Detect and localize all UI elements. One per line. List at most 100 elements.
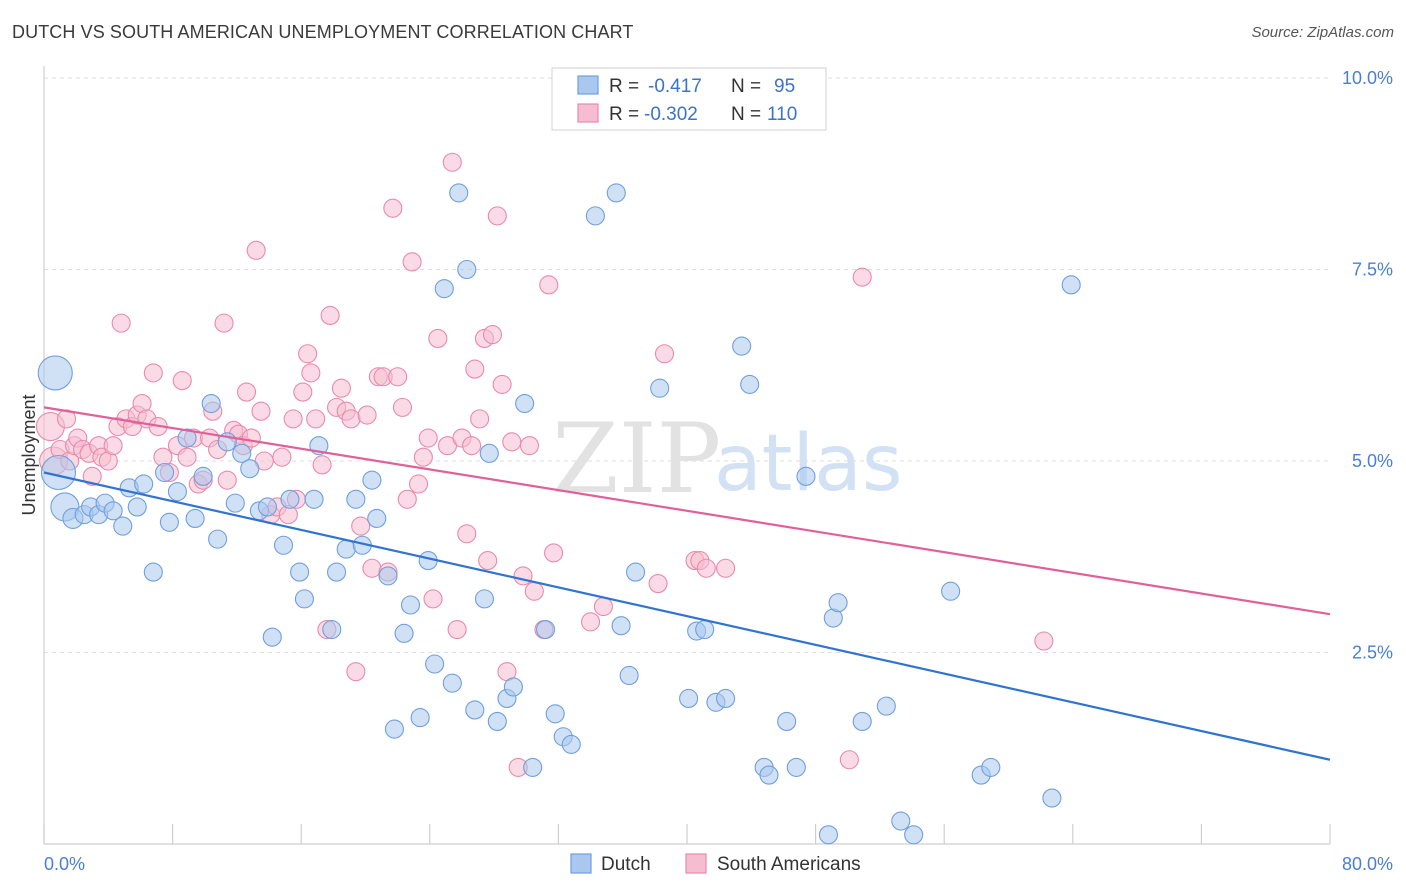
south-americans-point-94 [513, 566, 533, 586]
south-americans-point-85 [470, 409, 490, 429]
dutch-point-64 [561, 734, 581, 754]
dutch-point-76 [732, 336, 752, 356]
south-americans-point-53 [306, 409, 326, 429]
chart-title: DUTCH VS SOUTH AMERICAN UNEMPLOYMENT COR… [12, 22, 634, 42]
south-americans-point-83 [462, 436, 482, 456]
dutch-point-25 [240, 459, 260, 479]
dutch-point-82 [796, 466, 816, 486]
legend-n-label-south-americans: N = [731, 104, 761, 125]
dutch-point-11 [127, 497, 147, 517]
south-americans-point-58 [331, 378, 351, 398]
dutch-point-58 [503, 677, 523, 697]
legend-r-label-south-americans: R = [609, 104, 639, 125]
south-americans-point-60 [341, 409, 361, 429]
dutch-point-48 [425, 654, 445, 674]
south-americans-point-54 [312, 455, 332, 475]
south-americans-point-80 [447, 619, 467, 640]
south-americans-point-15 [111, 313, 131, 333]
watermark-atlas: atlas [714, 419, 903, 509]
dutch-point-71 [679, 688, 699, 709]
south-americans-point-70 [392, 397, 413, 417]
south-americans-point-74 [413, 447, 433, 467]
dutch-point-37 [336, 539, 356, 559]
bottom-legend-label-dutch: Dutch [601, 854, 651, 875]
south-americans-point-87 [478, 551, 498, 571]
correlation-legend: R = -0.417 N = 95 R = -0.302 N = 110 [551, 67, 827, 131]
south-americans-point-75 [418, 428, 438, 448]
south-americans-point-3 [56, 409, 77, 429]
dutch-point-28 [262, 627, 282, 647]
south-americans-point-99 [544, 543, 564, 563]
dutch-point-0 [37, 355, 73, 391]
dutch-point-45 [400, 595, 421, 615]
south-americans-point-108 [839, 750, 859, 770]
south-americans-point-90 [492, 374, 512, 394]
south-americans-point-72 [402, 252, 422, 272]
dutch-point-90 [941, 581, 961, 601]
dutch-point-61 [535, 619, 556, 640]
trend-lines [43, 406, 1331, 761]
dutch-point-29 [273, 535, 294, 555]
dutch-point-1 [40, 454, 77, 491]
south-americans-point-109 [852, 267, 872, 287]
south-americans-point-63 [357, 405, 377, 425]
bottom-legend-swatch-south-americans [685, 853, 707, 874]
legend-n-value-dutch: 95 [774, 76, 795, 97]
south-americans-point-76 [423, 589, 443, 609]
dutch-point-83 [818, 825, 839, 845]
dutch-point-16 [167, 482, 187, 502]
dutch-point-51 [449, 183, 469, 203]
dutch-point-79 [759, 765, 779, 785]
dutch-point-53 [465, 700, 485, 720]
dutch-point-30 [280, 489, 300, 509]
dutch-point-69 [626, 562, 646, 582]
south-americans-point-100 [580, 612, 601, 632]
south-americans-point-101 [593, 596, 613, 617]
dutch-point-67 [611, 616, 631, 636]
y-tick-label-0: 2.5% [1352, 643, 1393, 663]
dutch-point-59 [515, 393, 535, 414]
dutch-point-88 [891, 811, 911, 831]
south-americans-point-107 [716, 558, 736, 578]
south-americans-point-84 [465, 359, 485, 379]
south-americans-point-9 [82, 466, 102, 486]
dutch-point-19 [193, 466, 213, 486]
dutch-point-85 [828, 593, 848, 613]
dutch-point-60 [523, 757, 543, 777]
dutch-point-70 [650, 378, 670, 398]
south-americans-point-21 [143, 363, 163, 383]
y-axis-label: Unemployment [19, 394, 39, 515]
y-tick-label-3: 10.0% [1342, 68, 1393, 88]
dutch-point-49 [434, 279, 454, 299]
legend-r-value-south-americans: -0.302 [644, 104, 698, 125]
south-americans-point-27 [177, 447, 197, 467]
dutch-point-66 [606, 183, 626, 203]
south-americans-point-89 [487, 206, 507, 226]
south-americans-point-26 [172, 371, 192, 391]
dutch-points [37, 183, 1081, 845]
south-americans-point-48 [283, 409, 303, 429]
south-americans-point-92 [502, 432, 522, 452]
dutch-trend-line [43, 471, 1331, 761]
south-americans-point-68 [383, 198, 403, 218]
dutch-point-36 [327, 562, 347, 582]
south-americans-point-50 [293, 382, 313, 402]
dutch-point-40 [362, 470, 382, 490]
dutch-point-31 [290, 562, 310, 582]
south-americans-point-106 [696, 558, 716, 578]
dutch-point-15 [159, 512, 179, 532]
south-americans-point-64 [362, 558, 382, 578]
dutch-point-38 [346, 489, 366, 509]
dutch-point-65 [585, 206, 605, 226]
bottom-legend-swatch-dutch [570, 853, 592, 874]
south-americans-trend-line [43, 406, 1331, 616]
south-americans-point-71 [397, 489, 417, 509]
dutch-point-12 [134, 474, 154, 494]
south-americans-point-34 [214, 313, 234, 333]
dutch-point-41 [367, 508, 387, 529]
south-americans-point-40 [241, 428, 261, 448]
y-tick-label-1: 5.0% [1352, 451, 1393, 471]
legend-swatch-south-americans [577, 103, 599, 123]
dutch-point-33 [304, 489, 324, 509]
dutch-point-73 [695, 619, 715, 640]
